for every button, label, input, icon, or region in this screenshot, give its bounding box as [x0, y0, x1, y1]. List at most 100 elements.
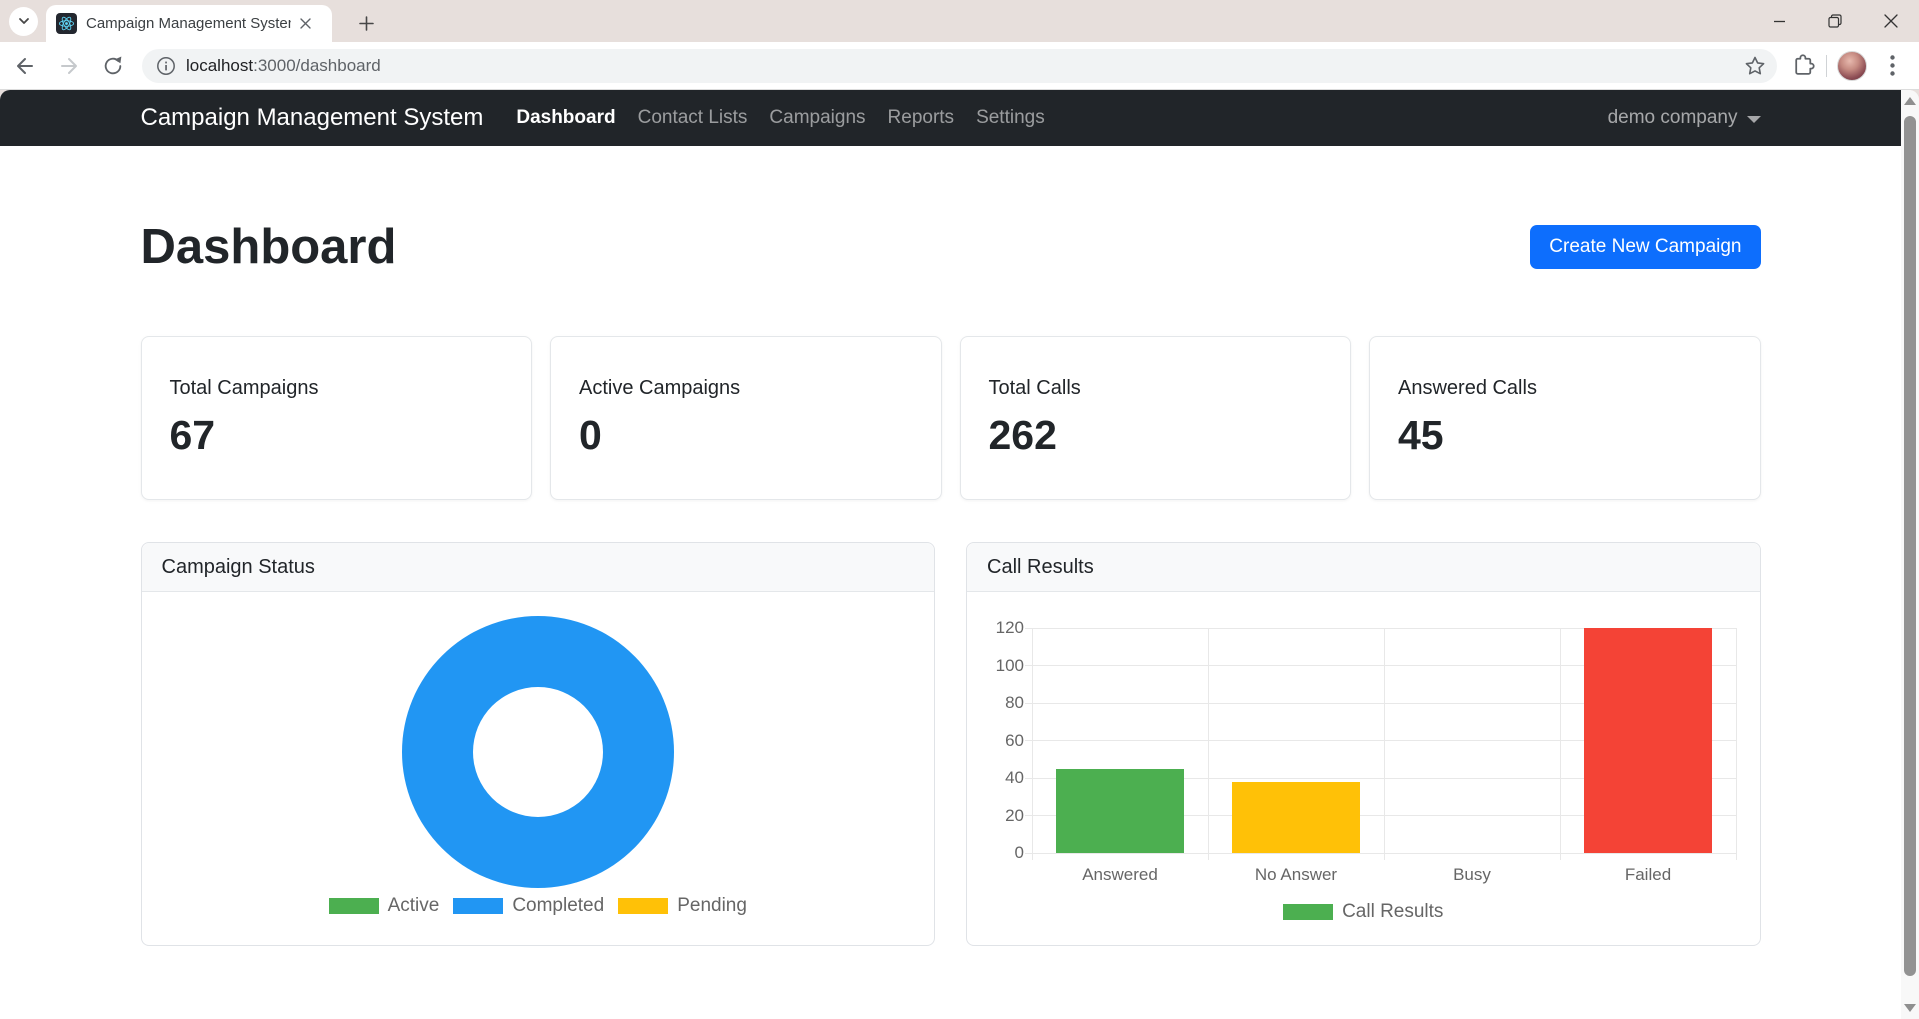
gridline — [1025, 627, 1736, 629]
nav-item-reports[interactable]: Reports — [887, 107, 955, 128]
stat-card: Total Calls 262 — [959, 336, 1351, 500]
stat-card: Active Campaigns 0 — [550, 336, 942, 500]
web-content: Campaign Management System Dashboard Cont… — [0, 90, 1919, 1019]
campaign-status-card: Campaign Status Active Completed Pending — [140, 542, 935, 946]
app-navbar: Campaign Management System Dashboard Cont… — [0, 90, 1901, 146]
y-tick-label: 60 — [1005, 730, 1024, 750]
call-results-chart[interactable]: 0 20 40 60 80 100 120 Answered No Answer Busy Fail… — [967, 592, 1760, 946]
legend-item-pending[interactable]: Pending — [618, 895, 747, 917]
gridline — [1025, 777, 1736, 779]
stat-value: 0 — [579, 412, 602, 458]
maximize-button[interactable] — [1807, 0, 1863, 42]
page-scrollbar[interactable] — [1901, 90, 1919, 1019]
account-name: demo company — [1607, 107, 1738, 128]
new-tab-button[interactable] — [352, 9, 380, 37]
x-tick-label: Busy — [1453, 865, 1491, 884]
gridline — [1207, 628, 1209, 860]
bar-failed[interactable] — [1584, 628, 1712, 853]
minimize-button[interactable] — [1751, 0, 1807, 42]
legend-label: Pending — [677, 895, 747, 916]
legend-swatch — [618, 898, 669, 914]
create-campaign-button[interactable]: Create New Campaign — [1530, 225, 1761, 269]
nav-item-dashboard[interactable]: Dashboard — [516, 107, 616, 128]
x-tick-label: Failed — [1624, 865, 1672, 884]
campaign-status-header: Campaign Status — [141, 543, 934, 592]
stat-label: Answered Calls — [1398, 377, 1537, 399]
call-results-header: Call Results — [967, 543, 1760, 592]
caret-down-icon — [1746, 116, 1761, 123]
scrollbar-thumb[interactable] — [1904, 116, 1916, 976]
address-bar[interactable]: localhost:3000/dashboard — [142, 48, 1777, 83]
nav-links: Dashboard Contact Lists Campaigns Reports Se… — [505, 107, 1055, 129]
close-window-button[interactable] — [1863, 0, 1919, 42]
gridline — [1559, 628, 1561, 860]
tab-close-icon[interactable] — [295, 14, 315, 34]
gridline — [1383, 628, 1385, 860]
browser-tab[interactable]: Campaign Management System — [46, 5, 332, 42]
nav-item-contact-lists[interactable]: Contact Lists — [637, 107, 748, 128]
doughnut-hole — [472, 687, 603, 817]
legend-swatch — [1283, 904, 1334, 920]
x-tick-label: No Answer — [1254, 865, 1338, 884]
account-dropdown[interactable]: demo company — [1608, 107, 1761, 129]
stat-value: 262 — [988, 412, 1057, 458]
stat-value: 67 — [169, 412, 216, 458]
legend-label: Active — [387, 895, 440, 916]
stat-value: 45 — [1398, 412, 1444, 458]
bar-answered[interactable] — [1056, 768, 1184, 853]
legend-label: Call Results — [1342, 901, 1444, 922]
y-tick-label: 0 — [1014, 843, 1024, 862]
tab-title: Campaign Management System — [86, 15, 291, 32]
app-brand[interactable]: Campaign Management System — [140, 104, 484, 131]
x-tick-label: Answered — [1082, 865, 1158, 884]
bar-no-answer[interactable] — [1232, 781, 1360, 853]
gridline — [1025, 665, 1736, 666]
url-text[interactable]: localhost:3000/dashboard — [186, 55, 381, 75]
gridline — [1025, 702, 1736, 704]
stat-label: Total Calls — [988, 377, 1081, 399]
extensions-icon[interactable] — [1791, 53, 1816, 78]
campaign-status-chart[interactable]: Active Completed Pending — [142, 592, 935, 946]
bar-plot-area: 0 20 40 60 80 100 120 Answered No Answer Busy Fail… — [996, 618, 1737, 884]
legend-label: Completed — [512, 895, 605, 916]
forward-button[interactable] — [50, 47, 88, 85]
gridline — [1025, 740, 1736, 741]
tab-search-button[interactable] — [9, 6, 38, 36]
stat-card: Total Campaigns 67 — [140, 336, 532, 500]
y-tick-label: 120 — [995, 618, 1024, 637]
stats-row: Total Campaigns 67 Active Campaigns 0 Total … — [140, 336, 1761, 500]
nav-item-settings[interactable]: Settings — [976, 107, 1045, 128]
legend-item-active[interactable]: Active — [328, 895, 440, 917]
bar-legend: Call Results — [967, 901, 1760, 923]
doughnut-chart[interactable] — [401, 616, 674, 888]
scrollbar-up-icon[interactable] — [1904, 97, 1916, 105]
bookmark-star-icon[interactable] — [1743, 54, 1767, 78]
scrollbar-down-icon[interactable] — [1904, 1004, 1916, 1012]
stat-label: Total Campaigns — [169, 377, 319, 399]
legend-swatch — [328, 898, 379, 914]
chevron-down-icon — [18, 18, 29, 24]
legend-item-call-results[interactable]: Call Results — [1283, 901, 1443, 923]
gridline — [1031, 628, 1033, 860]
y-tick-label: 40 — [1005, 768, 1024, 787]
gridline — [1025, 815, 1736, 816]
y-tick-label: 100 — [995, 655, 1024, 675]
browser-titlebar: Campaign Management System — [0, 0, 1919, 42]
legend-swatch — [453, 898, 504, 914]
nav-item-campaigns[interactable]: Campaigns — [769, 107, 866, 128]
reload-button[interactable] — [94, 47, 132, 85]
stat-card: Answered Calls 45 — [1369, 336, 1761, 500]
back-button[interactable] — [6, 47, 44, 85]
call-results-card: Call Results 0 20 40 60 80 100 120 Answered No A… — [966, 542, 1761, 946]
stat-label: Active Campaigns — [579, 377, 741, 399]
legend-item-completed[interactable]: Completed — [453, 895, 604, 917]
site-info-icon[interactable] — [156, 56, 176, 76]
y-tick-label: 80 — [1005, 693, 1024, 712]
browser-toolbar: localhost:3000/dashboard — [0, 42, 1919, 90]
doughnut-legend: Active Completed Pending — [142, 895, 935, 917]
browser-menu-icon[interactable] — [1875, 49, 1909, 83]
profile-avatar[interactable] — [1837, 50, 1867, 81]
gridline — [1735, 628, 1737, 860]
toolbar-divider — [1826, 54, 1827, 77]
y-tick-label: 20 — [1005, 805, 1024, 825]
